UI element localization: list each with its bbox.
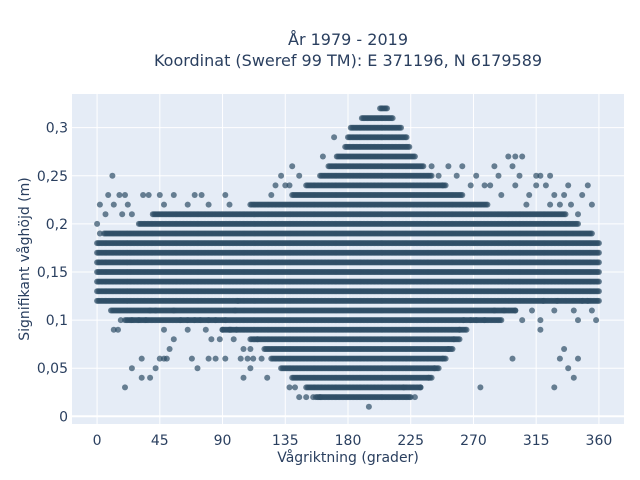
data-points	[94, 105, 602, 410]
data-point	[498, 317, 505, 324]
data-point	[389, 115, 396, 122]
data-point	[562, 211, 569, 218]
data-point	[595, 240, 602, 247]
data-point	[484, 201, 491, 208]
data-point	[384, 105, 390, 112]
data-point	[398, 124, 404, 131]
data-point	[411, 153, 418, 160]
data-point	[575, 220, 581, 227]
data-point	[595, 288, 602, 295]
chart-title-line-1: År 1979 - 2019	[288, 30, 408, 49]
data-point	[595, 278, 602, 285]
data-point	[595, 297, 602, 304]
data-point	[595, 269, 602, 275]
data-point	[459, 192, 466, 198]
data-point	[428, 172, 435, 179]
data-point	[406, 143, 413, 150]
chart-title-line-2: Koordinat (Sweref 99 TM): E 371196, N 61…	[154, 51, 542, 70]
data-point	[403, 134, 410, 141]
data-point	[595, 259, 602, 266]
data-point	[595, 249, 602, 256]
data-point	[588, 230, 595, 237]
data-point	[420, 163, 427, 170]
